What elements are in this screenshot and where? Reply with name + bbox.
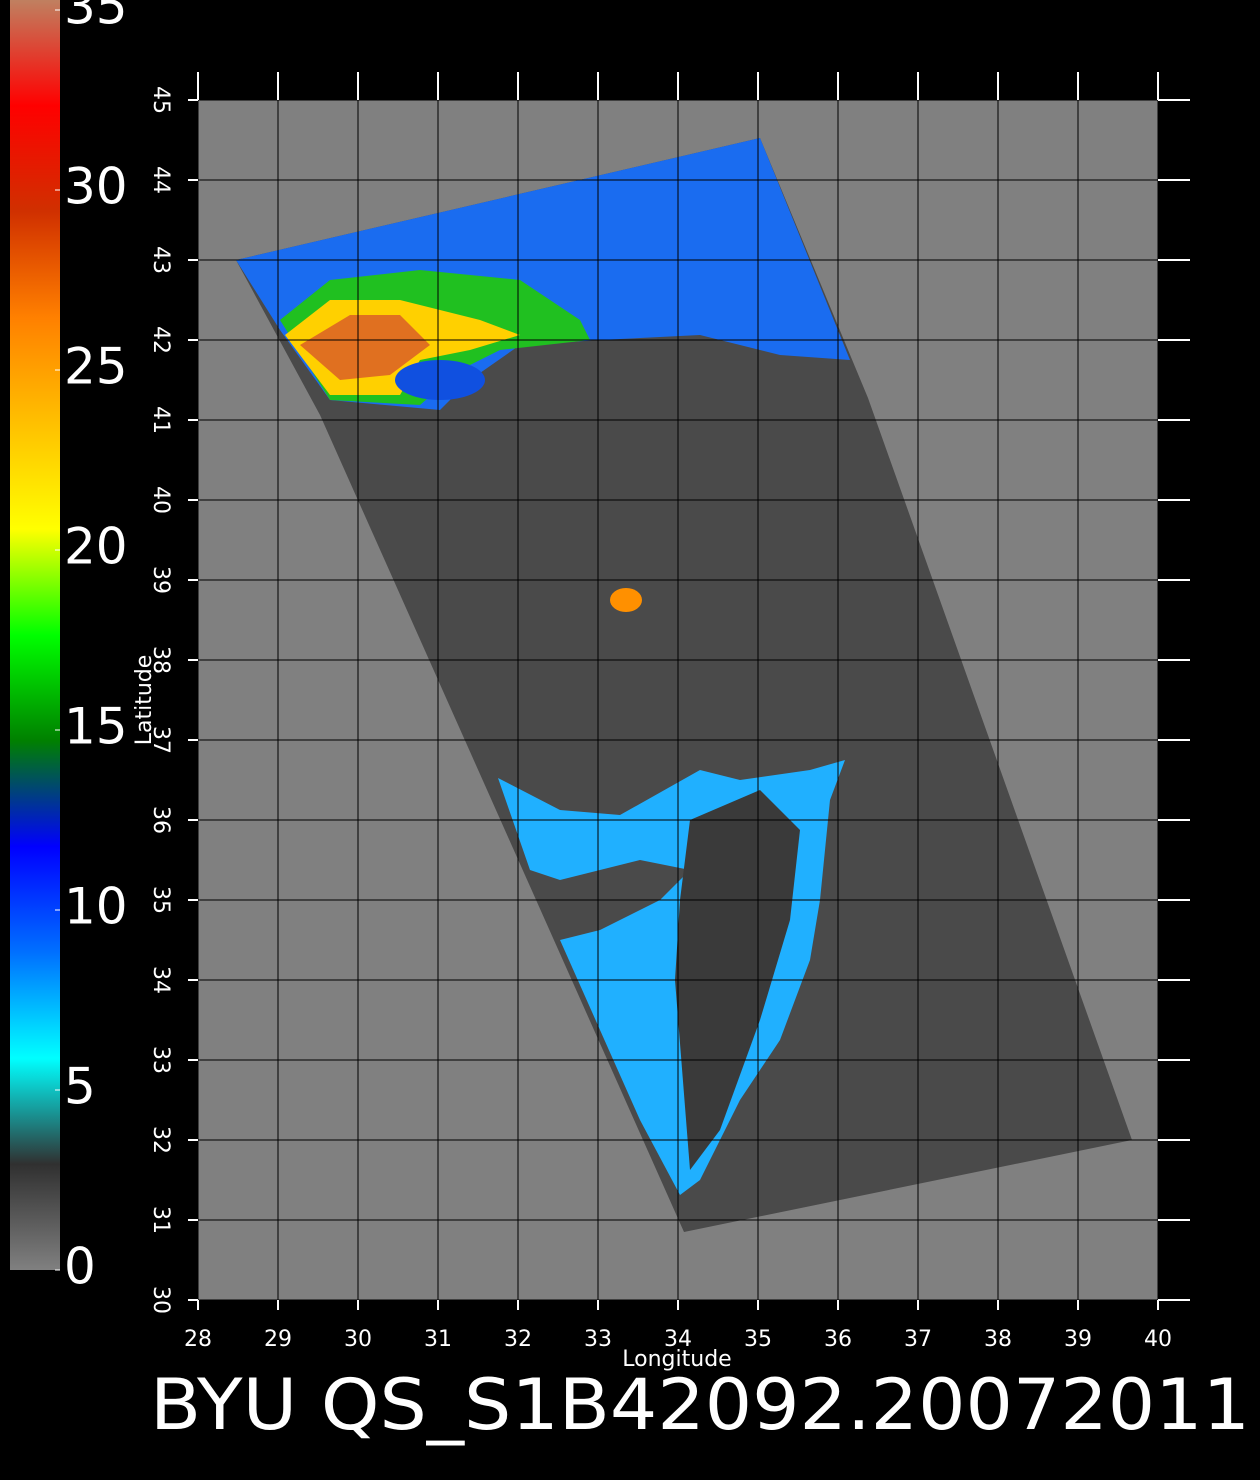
colorbar [10,0,60,1270]
x-tick-label: 37 [904,1327,932,1352]
y-tick-label: 37 [148,726,173,754]
x-tick-label: 38 [984,1327,1012,1352]
wind-field-patch [395,360,485,400]
x-tick-label: 34 [664,1327,692,1352]
y-tick-label: 39 [148,566,173,594]
swath-area [236,138,1132,1232]
colorbar-label: 10 [64,878,128,936]
x-axis-label: Longitude [622,1347,731,1372]
y-tick-label: 33 [148,1046,173,1074]
title: BYU QS_S1B42092.20072011 [150,1364,1250,1446]
y-axis-label: Latitude [132,655,157,746]
colorbar-label: 20 [64,518,128,576]
wind-field-spot [610,588,642,612]
y-tick-label: 45 [148,86,173,114]
y-tick-label: 44 [148,166,173,194]
y-tick-label: 38 [148,646,173,674]
wind-field-orange [300,315,430,380]
x-tick-label: 36 [824,1327,852,1352]
x-tick-label: 40 [1144,1327,1172,1352]
y-tick-label: 31 [148,1206,173,1234]
x-tick-label: 31 [424,1327,452,1352]
y-tick-label: 43 [148,246,173,274]
x-tick-label: 32 [504,1327,532,1352]
x-tick-label: 30 [344,1327,372,1352]
y-tick-label: 41 [148,406,173,434]
x-tick-label: 39 [1064,1327,1092,1352]
x-tick-label: 29 [264,1327,292,1352]
y-tick-label: 35 [148,886,173,914]
y-tick-label: 32 [148,1126,173,1154]
y-tick-label: 30 [148,1286,173,1314]
y-tick-label: 40 [148,486,173,514]
colorbar-label: 15 [64,698,128,756]
x-tick-label: 35 [744,1327,772,1352]
colorbar-label: 35 [64,0,128,36]
x-tick-label: 33 [584,1327,612,1352]
y-tick-label: 42 [148,326,173,354]
colorbar-label: 0 [64,1238,96,1296]
colorbar-label: 25 [64,338,128,396]
colorbar-label: 30 [64,158,128,216]
x-tick-label: 28 [184,1327,212,1352]
y-tick-label: 34 [148,966,173,994]
colorbar-label: 5 [64,1058,96,1116]
y-tick-label: 36 [148,806,173,834]
grid [197,72,1188,1301]
